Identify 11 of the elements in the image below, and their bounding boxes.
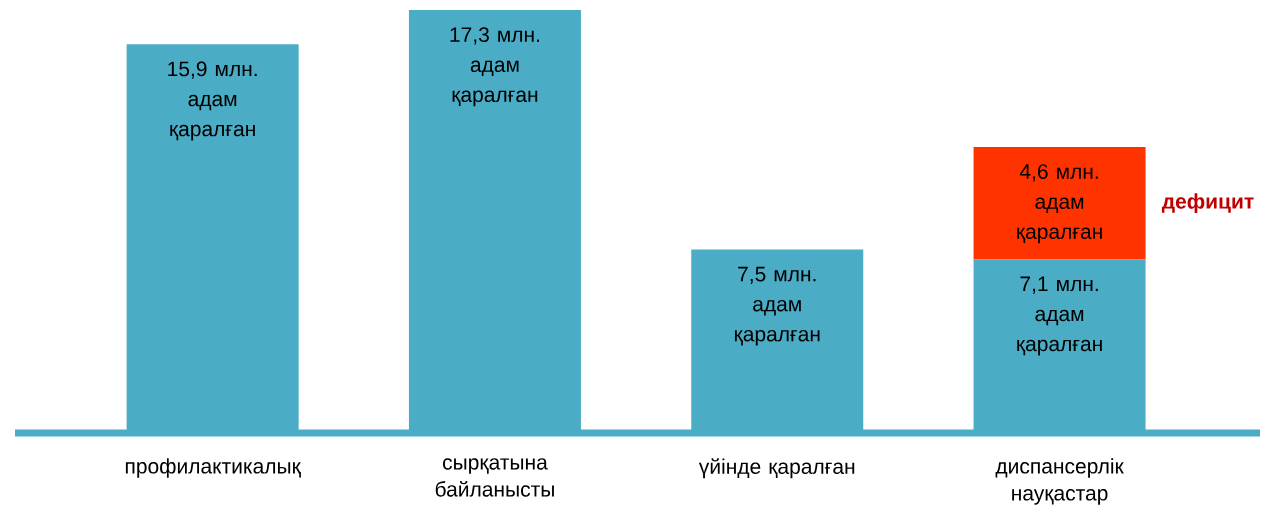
x-tick-label: сырқатына байланысты [435, 458, 554, 497]
data-label: 7,5 млн. адам қаралған [734, 266, 820, 346]
x-tick-label: диспансерлік науқастар [995, 458, 1124, 505]
data-label: 7,1 млн. адам қаралған [1017, 276, 1102, 356]
series-label: дефицит [1161, 193, 1254, 213]
data-label: 15,9 млн. адам қаралған [168, 61, 257, 141]
x-tick-label: үйінде қаралған [698, 458, 855, 479]
data-label: 17,3 млн. адам қаралған [450, 27, 539, 107]
data-label: 4,6 млн. адам қаралған [1017, 164, 1102, 244]
x-tick-label: профилактикалық [125, 458, 301, 478]
bar [973, 146, 1146, 260]
